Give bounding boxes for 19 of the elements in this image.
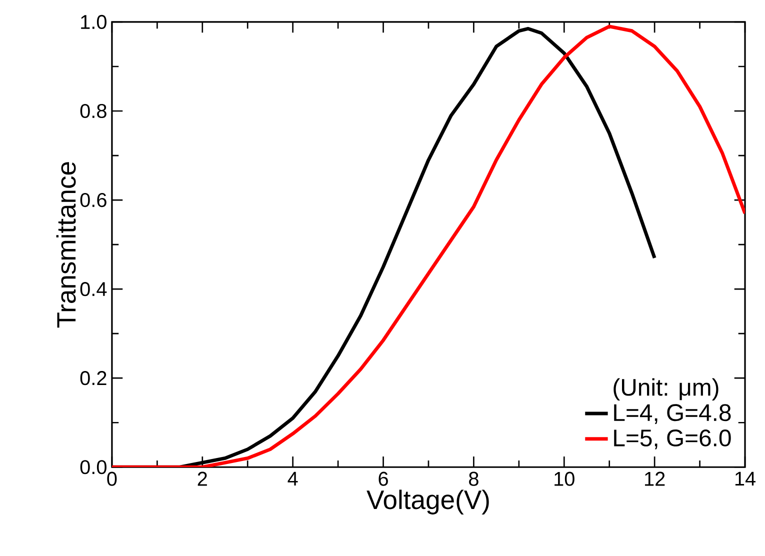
x-tick-label: 10 [554,472,574,486]
legend-title: (Unit: μm) [614,378,718,401]
x-tick-label: 4 [288,472,298,486]
x-tick-label: 2 [198,472,207,486]
legend-label: L=4, G=4.8 [614,404,731,424]
y-axis-title: Transmittance [56,162,76,328]
y-tick-label: 0.6 [80,193,106,208]
x-tick-label: 0 [107,472,117,486]
x-tick-label: 8 [469,472,478,486]
x-tick-label: 6 [378,472,388,486]
legend-label: L=5, G=6.0 [614,430,731,450]
x-tick-label: 14 [735,472,756,486]
x-axis-title: Voltage(V) [366,490,489,515]
y-tick-label: 0.0 [80,460,106,474]
y-tick-label: 1.0 [81,15,106,30]
y-tick-label: 0.2 [80,371,106,386]
y-tick-label: 0.4 [80,282,107,296]
x-tick-label: 12 [645,472,665,486]
y-tick-label: 0.8 [80,104,106,118]
